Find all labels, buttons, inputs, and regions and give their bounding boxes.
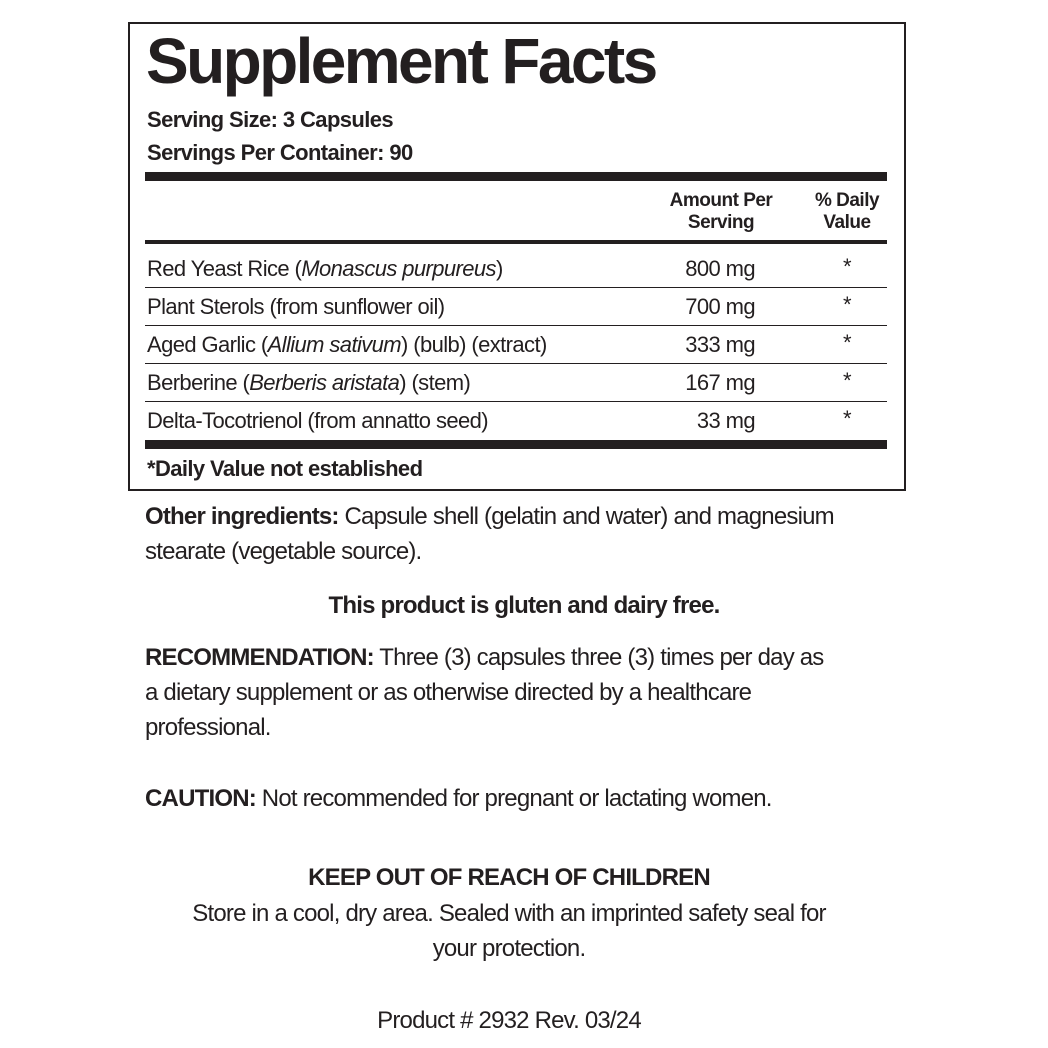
ingredient-name-text: Berberine ( bbox=[147, 370, 250, 395]
recommendation-text: Three (3) capsules three (3) times per d… bbox=[373, 644, 824, 671]
ingredient-daily-value: * bbox=[843, 254, 852, 279]
recommendation-label: RECOMMENDATION: bbox=[145, 644, 375, 671]
other-ingredients-text-2: stearate (vegetable source). bbox=[145, 538, 422, 565]
recommendation-text-3: professional. bbox=[145, 714, 271, 741]
gluten-free-statement: This product is gluten and dairy free. bbox=[328, 592, 721, 619]
daily-value-header: % Daily Value bbox=[800, 190, 894, 234]
ingredient-latin-name: Berberis aristata bbox=[249, 370, 400, 395]
divider-medium bbox=[145, 240, 887, 244]
panel-title: Supplement Facts bbox=[146, 25, 658, 97]
storage-text-2: your protection. bbox=[432, 935, 586, 962]
ingredient-daily-value: * bbox=[843, 330, 852, 355]
ingredient-name-text: Delta-Tocotrienol (from annatto seed) bbox=[147, 408, 489, 433]
other-ingredients-label: Other ingredients: bbox=[145, 503, 339, 530]
ingredient-name: Aged Garlic (Allium sativum) (bulb) (ext… bbox=[147, 332, 647, 358]
amount-header: Amount Per Serving bbox=[660, 190, 782, 234]
ingredient-name: Red Yeast Rice (Monascus purpureus) bbox=[147, 256, 647, 282]
caution-label: CAUTION: bbox=[145, 785, 257, 812]
ingredient-name-suffix: ) (stem) bbox=[399, 370, 471, 395]
dv-header-line2: Value bbox=[823, 212, 871, 233]
caution: CAUTION: Not recommended for pregnant or… bbox=[145, 781, 772, 816]
ingredient-name-text: Red Yeast Rice ( bbox=[147, 256, 302, 281]
table-row: Aged Garlic (Allium sativum) (bulb) (ext… bbox=[145, 326, 887, 364]
ingredient-amount: 700 mg bbox=[685, 294, 755, 319]
table-row: Plant Sterols (from sunflower oil) 700 mg… bbox=[145, 288, 887, 326]
ingredient-latin-name: Allium sativum bbox=[267, 332, 402, 357]
storage-text: Store in a cool, dry area. Sealed with a… bbox=[192, 900, 826, 927]
recommendation: RECOMMENDATION: Three (3) capsules three… bbox=[145, 640, 824, 745]
divider-thick bbox=[145, 172, 887, 181]
recommendation-text-2: a dietary supplement or as otherwise dir… bbox=[145, 679, 752, 706]
other-ingredients: Other ingredients: Capsule shell (gelati… bbox=[145, 499, 835, 569]
caution-text: Not recommended for pregnant or lactatin… bbox=[255, 785, 773, 812]
ingredient-latin-name: Monascus purpureus bbox=[301, 256, 496, 281]
amount-header-line2: Serving bbox=[687, 212, 755, 233]
ingredient-name-text: Plant Sterols (from sunflower oil) bbox=[147, 294, 445, 319]
divider-thick bbox=[145, 440, 887, 449]
ingredient-name: Plant Sterols (from sunflower oil) bbox=[147, 294, 647, 320]
ingredient-name: Delta-Tocotrienol (from annatto seed) bbox=[147, 408, 647, 434]
row-divider bbox=[145, 400, 887, 402]
table-row: Berberine (Berberis aristata) (stem) 167 … bbox=[145, 364, 887, 402]
product-number: Product # 2932 Rev. 03/24 bbox=[377, 1007, 642, 1034]
ingredient-amount: 33 mg bbox=[696, 408, 756, 433]
ingredient-daily-value: * bbox=[843, 368, 852, 393]
ingredient-name: Berberine (Berberis aristata) (stem) bbox=[147, 370, 647, 396]
ingredient-amount: 167 mg bbox=[685, 370, 755, 395]
ingredient-daily-value: * bbox=[843, 292, 852, 317]
ingredient-amount: 800 mg bbox=[685, 256, 755, 281]
ingredient-daily-value: * bbox=[843, 406, 852, 431]
table-row: Red Yeast Rice (Monascus purpureus) 800 m… bbox=[145, 250, 887, 288]
ingredient-name-suffix: ) (bulb) (extract) bbox=[401, 332, 547, 357]
row-divider bbox=[145, 324, 887, 326]
supplement-facts-panel bbox=[128, 22, 906, 491]
serving-size: Serving Size: 3 Capsules bbox=[147, 107, 394, 132]
ingredient-amount: 333 mg bbox=[685, 332, 755, 357]
row-divider bbox=[145, 286, 887, 288]
table-row: Delta-Tocotrienol (from annatto seed) 33 … bbox=[145, 402, 887, 440]
other-ingredients-text: Capsule shell (gelatin and water) and ma… bbox=[338, 503, 834, 530]
amount-header-line1: Amount Per bbox=[669, 190, 773, 211]
footnote: *Daily Value not established bbox=[147, 456, 423, 481]
ingredient-name-suffix: ) bbox=[495, 256, 503, 281]
keep-out-warning: KEEP OUT OF REACH OF CHILDREN bbox=[308, 864, 711, 891]
servings-per-container: Servings Per Container: 90 bbox=[147, 140, 413, 165]
ingredient-name-text: Aged Garlic ( bbox=[147, 332, 268, 357]
dv-header-line1: % Daily bbox=[814, 190, 880, 211]
row-divider bbox=[145, 362, 887, 364]
